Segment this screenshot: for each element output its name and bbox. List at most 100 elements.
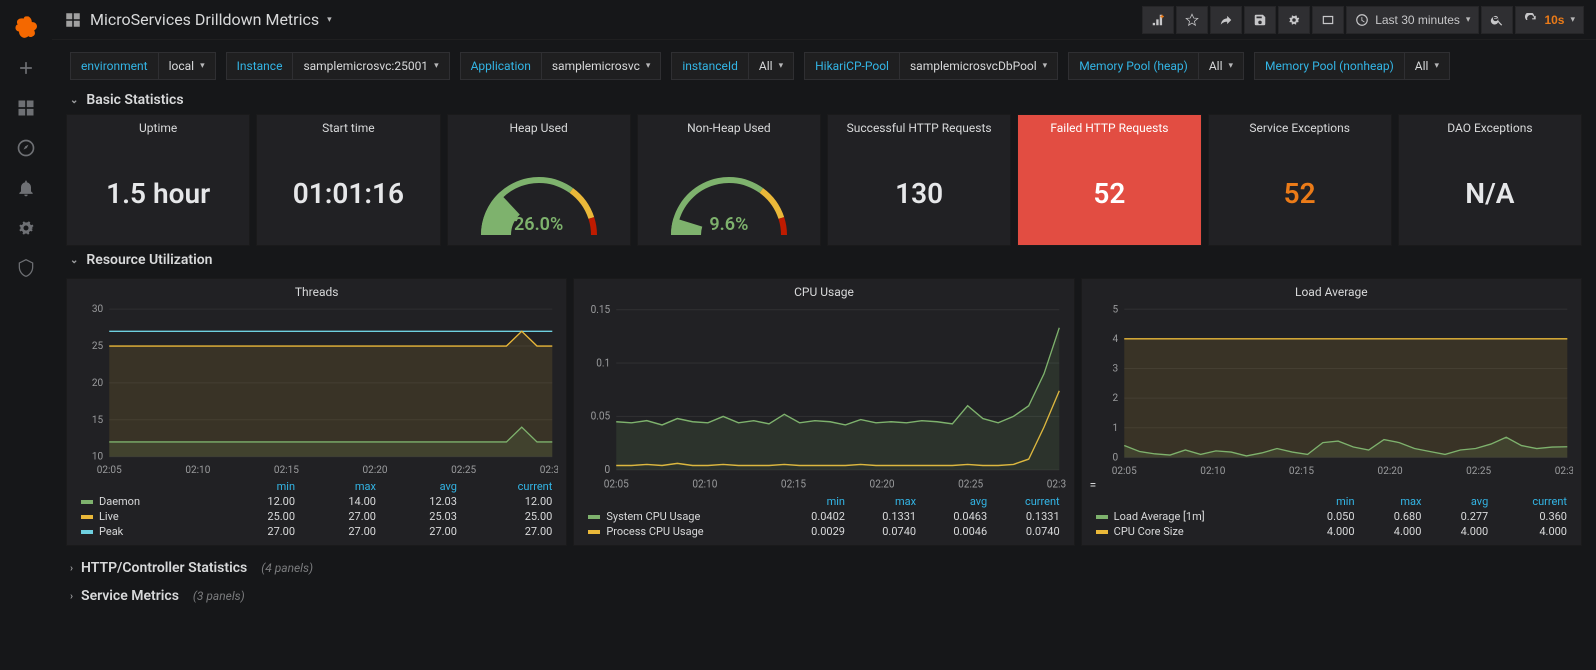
svg-text:10: 10	[92, 452, 104, 463]
configuration-icon[interactable]	[6, 208, 46, 248]
cycle-view-button[interactable]	[1312, 6, 1344, 34]
chevron-down-icon: ▾	[434, 61, 439, 71]
dashboard-icon	[64, 11, 82, 29]
panel-service-exceptions[interactable]: Service Exceptions 52	[1208, 114, 1392, 246]
row-title: Resource Utilization	[86, 252, 212, 268]
panel-failed-requests[interactable]: Failed HTTP Requests 52	[1017, 114, 1201, 246]
panel-dao-exceptions[interactable]: DAO Exceptions N/A	[1398, 114, 1582, 246]
add-panel-button[interactable]	[1142, 6, 1174, 34]
chart-load: 01234502:0502:1002:1502:2002:2502:30	[1090, 303, 1573, 478]
time-label: Last 30 minutes	[1375, 13, 1460, 27]
explore-icon[interactable]	[6, 128, 46, 168]
chevron-down-icon: ▾	[1570, 14, 1575, 25]
gauge-value: 9.6%	[709, 214, 748, 235]
add-icon[interactable]	[6, 48, 46, 88]
svg-text:2: 2	[1112, 393, 1118, 404]
filter-hikaricp-pool[interactable]: HikariCP-Pool samplemicrosvcDbPool▾	[804, 52, 1058, 80]
svg-text:02:25: 02:25	[451, 465, 476, 476]
panel-cpu[interactable]: CPU Usage 00.050.10.1502:0502:1002:1502:…	[573, 278, 1074, 546]
admin-icon[interactable]	[6, 248, 46, 288]
row-http-statistics[interactable]: › HTTP/Controller Statistics (4 panels)	[60, 554, 1588, 582]
panel-title: Start time	[322, 115, 375, 141]
filter-value[interactable]: samplemicrosvcDbPool▾	[900, 53, 1057, 79]
zoom-out-button[interactable]	[1481, 6, 1513, 34]
row-resource-utilization[interactable]: ⌄ Resource Utilization	[60, 246, 1588, 274]
filter-application[interactable]: Application samplemicrosvc▾	[460, 52, 662, 80]
clock-icon	[1355, 13, 1369, 27]
panel-title: CPU Usage	[582, 283, 1065, 303]
svg-text:25: 25	[92, 341, 104, 352]
panel-title: Heap Used	[509, 115, 567, 141]
filter-label: Instance	[227, 53, 294, 79]
settings-button[interactable]	[1278, 6, 1310, 34]
filter-value[interactable]: All▾	[1405, 53, 1449, 79]
svg-text:02:05: 02:05	[97, 465, 122, 476]
panel-count: (3 panels)	[193, 589, 245, 603]
gauge-value: 26.0%	[514, 214, 563, 235]
chevron-down-icon: ▾	[1466, 14, 1471, 25]
filter-value[interactable]: All▾	[749, 53, 793, 79]
filter-value[interactable]: All▾	[1199, 53, 1243, 79]
panel-nonheap-used[interactable]: Non-Heap Used 9.6%	[637, 114, 821, 246]
refresh-button[interactable]: 10s ▾	[1515, 6, 1584, 34]
panel-threads[interactable]: Threads 101520253002:0502:1002:1502:2002…	[66, 278, 567, 546]
filter-label: Application	[461, 53, 542, 79]
svg-text:02:15: 02:15	[1289, 466, 1314, 477]
dashboards-icon[interactable]	[6, 88, 46, 128]
share-button[interactable]	[1210, 6, 1242, 34]
svg-text:02:25: 02:25	[1466, 466, 1491, 477]
filter-memory-pool-nonheap-[interactable]: Memory Pool (nonheap) All▾	[1254, 52, 1450, 80]
filter-environment[interactable]: environment local▾	[70, 52, 216, 80]
filter-bar: environment local▾ Instance samplemicrosv…	[52, 40, 1596, 86]
alerting-icon[interactable]	[6, 168, 46, 208]
svg-text:02:20: 02:20	[363, 465, 388, 476]
svg-text:02:10: 02:10	[1200, 466, 1225, 477]
filter-instanceid[interactable]: instanceId All▾	[671, 52, 794, 80]
svg-text:02:25: 02:25	[958, 477, 983, 491]
row-basic-statistics[interactable]: ⌄ Basic Statistics	[60, 86, 1588, 114]
filter-value[interactable]: local▾	[159, 53, 215, 79]
svg-text:02:30: 02:30	[1554, 466, 1573, 477]
panel-count: (4 panels)	[261, 561, 313, 575]
dashboard-title[interactable]: MicroServices Drilldown Metrics ▾	[64, 10, 332, 29]
filter-memory-pool-heap-[interactable]: Memory Pool (heap) All▾	[1068, 52, 1244, 80]
svg-text:02:20: 02:20	[1377, 466, 1402, 477]
filter-value[interactable]: samplemicrosvc▾	[542, 53, 661, 79]
save-button[interactable]	[1244, 6, 1276, 34]
panel-title: Failed HTTP Requests	[1050, 115, 1168, 141]
grafana-logo-icon[interactable]	[6, 8, 46, 48]
svg-text:02:15: 02:15	[781, 477, 806, 491]
sidebar	[0, 0, 52, 670]
svg-text:0.05: 0.05	[591, 409, 611, 423]
filter-value[interactable]: samplemicrosvc:25001▾	[293, 53, 448, 79]
svg-text:1: 1	[1112, 423, 1118, 434]
panel-load[interactable]: Load Average 01234502:0502:1002:1502:200…	[1081, 278, 1582, 546]
panel-uptime[interactable]: Uptime 1.5 hour	[66, 114, 250, 246]
filter-label: Memory Pool (heap)	[1069, 53, 1199, 79]
filter-instance[interactable]: Instance samplemicrosvc:25001▾	[226, 52, 450, 80]
refresh-value: 10s	[1544, 13, 1564, 27]
svg-text:02:15: 02:15	[274, 465, 299, 476]
chevron-down-icon: ▾	[1434, 61, 1439, 71]
panel-title: Threads	[75, 283, 558, 303]
chevron-down-icon: ▾	[779, 61, 784, 71]
svg-text:0.15: 0.15	[591, 303, 611, 316]
chevron-down-icon: ⌄	[70, 95, 78, 106]
panel-heap-used[interactable]: Heap Used 26.0%	[447, 114, 631, 246]
stat-value: 52	[1093, 141, 1125, 245]
refresh-icon	[1524, 13, 1538, 27]
svg-text:02:10: 02:10	[185, 465, 210, 476]
svg-text:3: 3	[1112, 363, 1118, 374]
panel-successful-requests[interactable]: Successful HTTP Requests 130	[827, 114, 1011, 246]
svg-text:02:05: 02:05	[604, 477, 629, 491]
stat-value: N/A	[1465, 141, 1514, 245]
page-title: MicroServices Drilldown Metrics	[90, 10, 319, 29]
panel-start-time[interactable]: Start time 01:01:16	[256, 114, 440, 246]
svg-text:5: 5	[1112, 304, 1118, 315]
svg-text:20: 20	[92, 378, 104, 389]
time-picker[interactable]: Last 30 minutes ▾	[1346, 6, 1479, 34]
filter-label: environment	[71, 53, 159, 79]
star-button[interactable]	[1176, 6, 1208, 34]
row-service-metrics[interactable]: › Service Metrics (3 panels)	[60, 582, 1588, 610]
row-title: Basic Statistics	[86, 92, 183, 108]
